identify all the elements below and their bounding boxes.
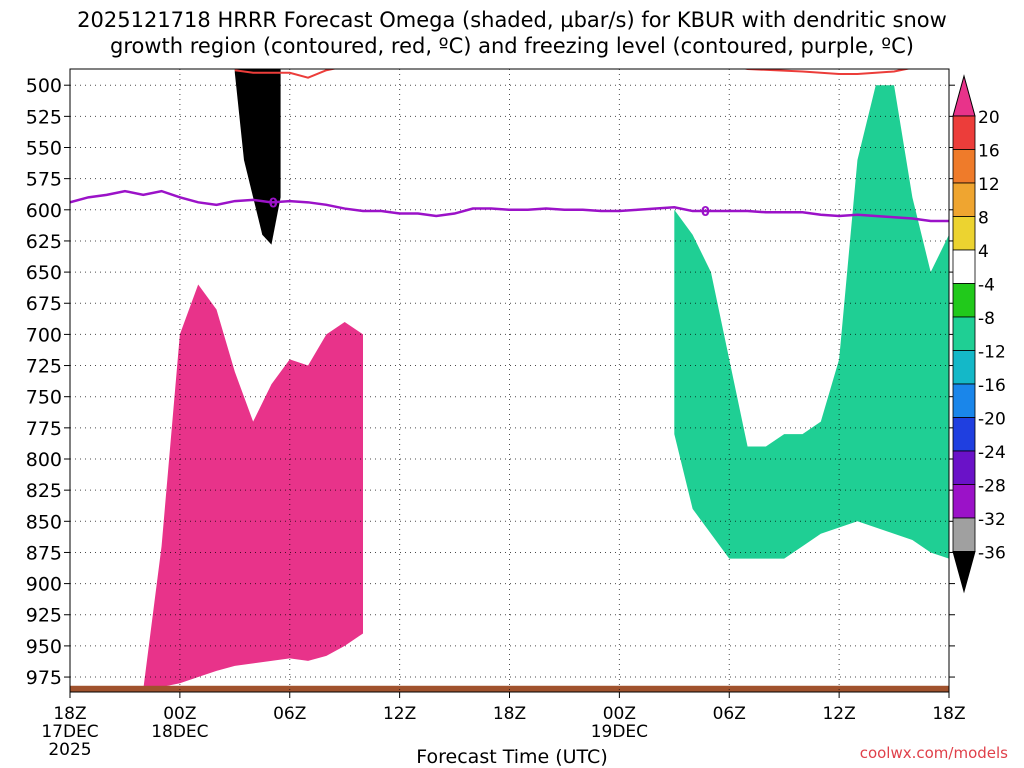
terrain-strip	[70, 685, 949, 692]
colorbar-label: -16	[978, 376, 1006, 396]
y-tick-label: 500	[26, 75, 62, 97]
x-tick-label: 18Z	[932, 704, 965, 724]
y-tick-label: 700	[26, 324, 62, 346]
colorbar-label: 16	[978, 142, 1000, 162]
colorbar-label: 20	[978, 108, 1000, 128]
y-tick-label: 825	[26, 480, 62, 502]
x-tick-label: 18Z	[493, 704, 526, 724]
x-tick-label: 18Z	[53, 704, 86, 724]
y-tick-label: 850	[26, 511, 62, 533]
colorbar-label: -32	[978, 510, 1006, 530]
x-axis-label: Forecast Time (UTC)	[416, 746, 608, 768]
colorbar-label: 4	[978, 242, 989, 262]
x-tick-date: 19DEC	[591, 722, 648, 742]
y-tick-label: 925	[26, 605, 62, 627]
colorbar-swatch	[952, 216, 976, 251]
colorbar-label: -28	[978, 477, 1006, 497]
chart-title-line-1: 2025121718 HRRR Forecast Omega (shaded, …	[77, 8, 947, 32]
freezing-level-label: 0	[269, 196, 278, 211]
dendritic-growth-contour	[234, 69, 912, 79]
x-tick-date: 18DEC	[151, 722, 208, 742]
y-axis: 500 525 550 575 600 625 650 675 700 725 750 775 800 8…	[26, 75, 955, 689]
y-tick-label: 725	[26, 356, 62, 378]
y-tick-label: 750	[26, 387, 62, 409]
colorbar-label: -36	[978, 544, 1006, 564]
omega-region--8	[674, 85, 949, 559]
x-tick-date: 17DEC	[41, 722, 98, 742]
colorbar-label: 12	[978, 175, 1000, 195]
y-tick-label: 675	[26, 293, 62, 315]
colorbar-swatch	[952, 517, 976, 552]
colorbar-label: -8	[978, 309, 995, 329]
colorbar-swatch	[952, 115, 976, 150]
colorbar-label: -24	[978, 443, 1006, 463]
colorbar-swatch	[952, 417, 976, 452]
freezing-level-contour	[70, 189, 949, 223]
y-tick-label: 875	[26, 542, 62, 564]
y-tick-label: 575	[26, 169, 62, 191]
y-tick-label: 975	[26, 667, 62, 689]
y-tick-label: 950	[26, 636, 62, 658]
y-tick-label: 625	[26, 231, 62, 253]
y-tick-label: 600	[26, 200, 62, 222]
y-tick-label: 550	[26, 137, 62, 159]
x-tick-label: 00Z	[603, 704, 636, 724]
x-tick-label: 12Z	[383, 704, 416, 724]
colorbar-swatch	[952, 450, 976, 485]
x-tick-label: 00Z	[163, 704, 196, 724]
omega-region-20	[143, 284, 363, 690]
colorbar-label: -4	[978, 276, 995, 296]
y-tick-label: 775	[26, 418, 62, 440]
y-tick-label: 900	[26, 574, 62, 596]
colorbar-swatch	[952, 283, 976, 318]
source-credit: coolwx.com/models	[859, 744, 1008, 762]
colorbar-swatch	[952, 350, 976, 385]
x-tick-label: 06Z	[273, 704, 306, 724]
x-tick-label: 06Z	[713, 704, 746, 724]
chart-title-line-2: growth region (contoured, red, ºC) and f…	[110, 34, 914, 58]
colorbar-swatch	[952, 383, 976, 418]
contours: 00	[70, 69, 949, 223]
freezing-level-label: 0	[701, 205, 710, 220]
omega-shading	[70, 69, 949, 692]
colorbar-label: -12	[978, 343, 1006, 363]
colorbar: 20 16 12 8 4 -4 -8 -12 -16 -20 -24 -28 -32 -36	[952, 74, 1006, 594]
colorbar-bottom-arrow	[952, 551, 976, 594]
y-tick-label: 650	[26, 262, 62, 284]
colorbar-label: -20	[978, 410, 1006, 430]
colorbar-swatch	[952, 182, 976, 217]
colorbar-label: 8	[978, 209, 989, 229]
colorbar-swatch	[952, 316, 976, 351]
colorbar-swatch	[952, 484, 976, 519]
x-tick-label: 12Z	[822, 704, 855, 724]
colorbar-swatch	[952, 149, 976, 184]
y-tick-label: 525	[26, 106, 62, 128]
y-tick-label: 800	[26, 449, 62, 471]
colorbar-top-arrow	[952, 74, 976, 117]
x-tick-year: 2025	[48, 740, 91, 760]
colorbar-swatch	[952, 249, 976, 284]
